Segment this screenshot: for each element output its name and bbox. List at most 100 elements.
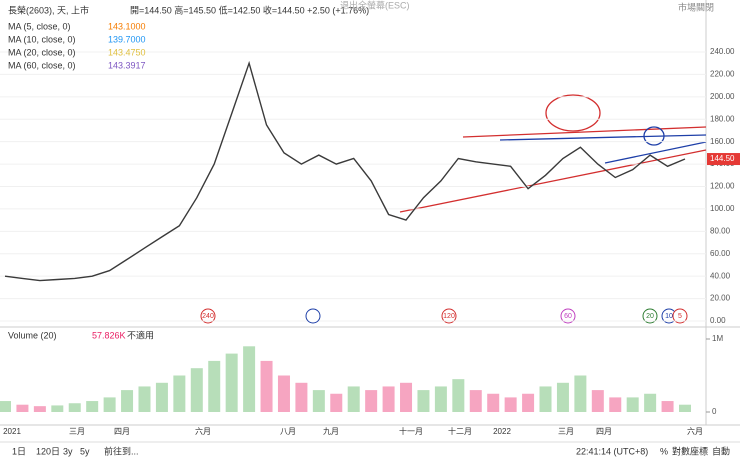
event-marker — [441, 308, 457, 324]
indicator-name: MA (5, close, 0) — [8, 21, 71, 31]
volume-bar — [661, 401, 674, 412]
time-label: 八月 — [280, 427, 296, 436]
toolbar-button: 22:41:14 (UTC+8) — [576, 446, 648, 456]
y-tick-label: 20.00 — [710, 294, 731, 303]
volume-bar — [51, 405, 64, 412]
event-marker — [560, 308, 576, 324]
time-label: 四月 — [596, 427, 612, 436]
volume-bar — [469, 390, 482, 412]
toolbar-button[interactable]: 自動 — [712, 445, 730, 456]
volume-bar — [155, 382, 168, 412]
y-tick-label: 120.00 — [710, 182, 735, 191]
volume-bar — [434, 386, 447, 412]
time-label: 六月 — [195, 426, 211, 436]
volume-bar — [487, 393, 500, 412]
time-label: 四月 — [114, 427, 130, 436]
volume-bar — [609, 397, 622, 412]
volume-na: 不適用 — [127, 329, 154, 340]
y-tick-label: 0.00 — [710, 316, 726, 325]
event-marker — [642, 308, 658, 324]
volume-bar — [103, 397, 116, 412]
y-tick-label: 200.00 — [710, 92, 735, 101]
indicator-name: MA (20, close, 0) — [8, 47, 76, 57]
volume-bar — [138, 386, 151, 412]
price-line — [4, 60, 686, 282]
volume-bar — [504, 397, 517, 412]
toolbar-button[interactable]: % — [660, 446, 668, 456]
symbol: 長榮(2603), 天, 上市 — [8, 4, 89, 15]
volume-bar — [0, 401, 11, 412]
time-label: 十一月 — [399, 426, 423, 436]
indicator-value: 143.3917 — [108, 60, 146, 70]
toolbar-button[interactable]: 1日 — [12, 446, 26, 456]
volume-bar — [417, 390, 430, 412]
events: 240 120 60 20 10 5 — [200, 308, 688, 324]
event-label: 20 — [646, 313, 654, 320]
time-label: 2021 — [3, 427, 21, 436]
toolbar-button[interactable]: 對數座標 — [672, 445, 708, 456]
event-label: 120 — [443, 313, 455, 320]
volume-bar — [208, 360, 221, 412]
event-marker — [672, 308, 688, 324]
volume-bar — [121, 390, 134, 412]
volume-bar — [86, 401, 99, 412]
toolbar-button[interactable]: 3y — [63, 446, 73, 456]
volume-last: 57.826K — [92, 330, 126, 340]
ohlc: 開=144.50 高=145.50 低=142.50 收=144.50 +2.5… — [130, 4, 369, 15]
volume-bar — [277, 375, 290, 412]
volume-bar — [644, 393, 657, 412]
indicator-value: 143.4750 — [108, 47, 146, 57]
time-label: 十二月 — [448, 426, 472, 436]
event-marker — [200, 308, 216, 324]
volume-bar — [591, 390, 604, 412]
y-tick-label: 40.00 — [710, 271, 731, 280]
volume-bar — [539, 386, 552, 412]
time-label: 六月 — [687, 426, 703, 436]
time-label: 九月 — [323, 427, 339, 436]
market-status: 市場關閉 — [678, 1, 714, 12]
volume-bar — [243, 346, 256, 412]
time-label: 2022 — [493, 427, 511, 436]
event-label: 10 — [665, 313, 673, 320]
y-tick-label: 80.00 — [710, 226, 731, 235]
volume-bar — [365, 390, 378, 412]
volume-bar — [190, 368, 203, 412]
volume-bar — [574, 375, 587, 412]
volume-bar — [452, 379, 465, 412]
y-tick-label: 240.00 — [710, 47, 735, 56]
volume-bar — [295, 382, 308, 412]
time-label: 三月 — [69, 427, 85, 436]
event-icon — [305, 308, 321, 324]
volume-bar — [312, 390, 325, 412]
exit-fullscreen[interactable]: 退出全螢幕(ESC) — [340, 0, 410, 10]
toolbar-button[interactable]: 120日 — [36, 446, 60, 456]
y-tick-label: 160.00 — [710, 137, 735, 146]
toolbar-button[interactable]: 5y — [80, 446, 90, 456]
toolbar-button[interactable]: 前往到... — [104, 445, 139, 456]
volume-bar — [347, 386, 360, 412]
event-label: 240 — [202, 313, 214, 320]
y-tick-label: 180.00 — [710, 114, 735, 123]
volume-bar — [68, 403, 81, 412]
event-label: 5 — [678, 313, 682, 320]
volume-bar — [260, 360, 273, 412]
y-tick-label: 220.00 — [710, 70, 735, 79]
volume-bar — [556, 382, 569, 412]
event-label: 60 — [564, 313, 572, 320]
volume-bar — [382, 386, 395, 412]
y-tick-label: 60.00 — [710, 249, 731, 258]
volume-bar — [225, 353, 238, 412]
time-label: 三月 — [558, 427, 574, 436]
last-price: 144.50 — [710, 154, 735, 163]
volume-bar — [16, 404, 29, 412]
volume-bar — [33, 406, 46, 412]
volume-bar — [679, 404, 691, 412]
indicator-value: 139.7000 — [108, 34, 146, 44]
volume-bar — [400, 382, 413, 412]
last-price-box — [707, 153, 740, 166]
volume-bar — [626, 397, 639, 412]
volume-tick-label: 1M — [712, 334, 723, 343]
indicator-name: MA (60, close, 0) — [8, 60, 76, 70]
indicator-name: MA (10, close, 0) — [8, 34, 76, 44]
